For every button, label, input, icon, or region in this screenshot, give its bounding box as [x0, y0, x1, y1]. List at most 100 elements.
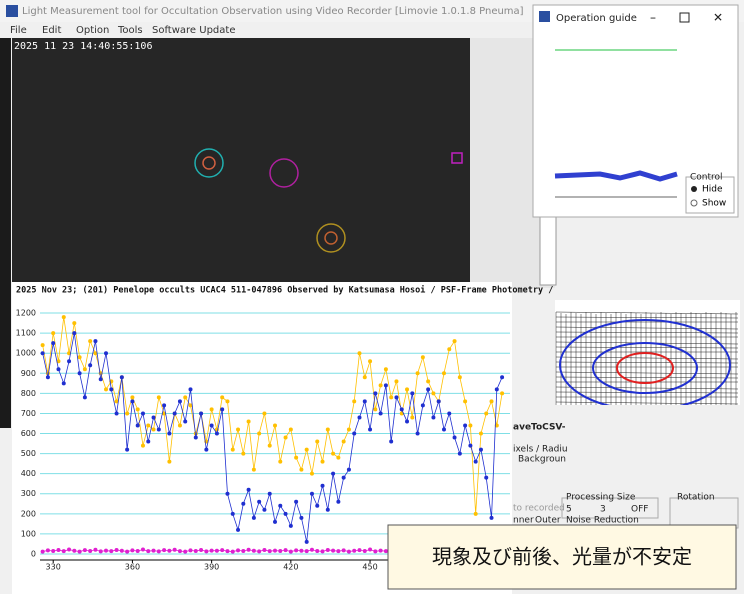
- data-point: [346, 427, 351, 432]
- data-point: [177, 399, 182, 404]
- data-point: [294, 455, 299, 460]
- radio[interactable]: [690, 199, 698, 207]
- series-line: [42, 333, 503, 543]
- data-point: [357, 351, 362, 356]
- data-point: [468, 423, 473, 428]
- data-point: [331, 471, 336, 476]
- data-point: [67, 359, 72, 364]
- data-point: [193, 548, 198, 553]
- y-tick-label: 100: [21, 529, 36, 538]
- radio[interactable]: OFF: [631, 505, 648, 515]
- menu-item[interactable]: Edit: [42, 25, 61, 36]
- data-point: [309, 491, 314, 496]
- minimize[interactable]: –: [650, 11, 656, 25]
- radio-label[interactable]: Hide: [702, 185, 723, 195]
- data-point: [336, 455, 341, 460]
- data-point: [77, 355, 82, 360]
- data-point: [230, 549, 235, 554]
- data-point: [489, 399, 494, 404]
- data-point: [119, 548, 124, 553]
- data-point: [61, 381, 66, 386]
- radio[interactable]: 5: [566, 505, 572, 515]
- data-point: [383, 383, 388, 388]
- menu-item[interactable]: Option: [76, 25, 109, 36]
- data-point: [352, 431, 357, 436]
- data-point: [104, 387, 109, 392]
- data-point: [209, 407, 214, 412]
- data-point: [500, 391, 505, 396]
- data-point: [156, 427, 161, 432]
- data-point: [309, 547, 314, 552]
- data-point: [431, 391, 436, 396]
- data-point: [104, 351, 109, 356]
- data-point: [315, 548, 320, 553]
- target-ring: [194, 148, 224, 178]
- data-point: [373, 407, 378, 412]
- data-point: [177, 423, 182, 428]
- mesh-line: [555, 346, 739, 349]
- mesh-line: [555, 401, 739, 405]
- maximize[interactable]: [679, 12, 690, 23]
- data-point: [426, 387, 431, 392]
- target-ring: [324, 231, 338, 245]
- data-point: [331, 548, 336, 553]
- radio[interactable]: [691, 186, 697, 192]
- data-point: [56, 367, 61, 372]
- data-point: [389, 395, 394, 400]
- data-point: [452, 339, 457, 344]
- callout-text: 現象及び前後、光量が不安定: [432, 545, 692, 569]
- data-point: [352, 548, 357, 553]
- data-point: [246, 487, 251, 492]
- data-point: [82, 367, 87, 372]
- menu-item[interactable]: Tools: [117, 25, 143, 36]
- data-point: [67, 547, 72, 552]
- data-point: [378, 383, 383, 388]
- radio[interactable]: 3: [600, 505, 606, 515]
- data-point: [135, 407, 140, 412]
- data-point: [283, 511, 288, 516]
- data-point: [130, 548, 135, 553]
- data-point: [431, 415, 436, 420]
- close[interactable]: ✕: [713, 11, 723, 25]
- radio-label[interactable]: Show: [702, 199, 726, 209]
- data-point: [241, 548, 246, 553]
- menu-item[interactable]: File: [10, 25, 27, 36]
- data-point: [251, 467, 256, 472]
- x-tick-label: 450: [362, 563, 377, 572]
- data-point: [162, 403, 167, 408]
- y-tick-label: 800: [21, 389, 36, 398]
- data-point: [246, 419, 251, 424]
- mesh-line: [555, 311, 739, 315]
- y-tick-label: 0: [31, 549, 36, 558]
- data-point: [93, 547, 98, 552]
- data-point: [193, 435, 198, 440]
- data-point: [325, 507, 330, 512]
- data-point: [209, 423, 214, 428]
- callout-box: [387, 524, 737, 590]
- data-point: [230, 447, 235, 452]
- data-point: [104, 548, 109, 553]
- data-point: [441, 371, 446, 376]
- data-point: [140, 547, 145, 552]
- x-tick-label: 420: [283, 563, 298, 572]
- data-point: [415, 431, 420, 436]
- data-point: [162, 548, 167, 553]
- series-line: [42, 317, 503, 514]
- data-point: [304, 549, 309, 554]
- data-point: [405, 387, 410, 392]
- menu-item[interactable]: Software Update: [152, 25, 235, 36]
- data-point: [383, 549, 388, 554]
- data-point: [188, 403, 193, 408]
- data-point: [257, 499, 262, 504]
- data-point: [225, 399, 230, 404]
- data-point: [135, 423, 140, 428]
- data-point: [457, 451, 462, 456]
- data-point: [188, 387, 193, 392]
- data-point: [410, 391, 415, 396]
- data-point: [362, 375, 367, 380]
- data-point: [188, 548, 193, 553]
- data-point: [204, 447, 209, 452]
- data-point: [72, 321, 77, 326]
- data-point: [278, 503, 283, 508]
- data-point: [441, 427, 446, 432]
